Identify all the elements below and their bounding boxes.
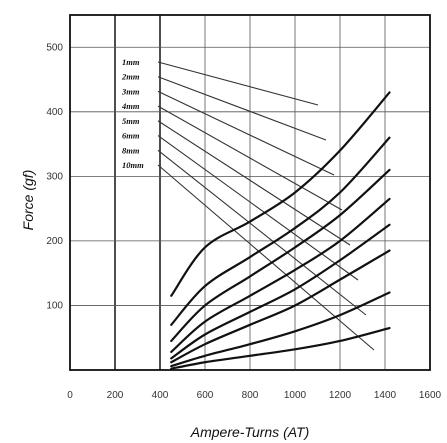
y-tick-label: 300 xyxy=(46,171,63,182)
y-axis-title: Force (gf) xyxy=(20,170,36,231)
y-tick-label: 200 xyxy=(46,236,63,247)
series-label-6mm: 6mm xyxy=(122,131,140,141)
leader-line-5mm xyxy=(157,120,351,246)
series-label-1mm: 1mm xyxy=(122,57,140,67)
x-tick-label: 800 xyxy=(242,390,259,401)
leader-line-4mm xyxy=(157,105,343,211)
series-labels: 1mm 2mm 3mm 4mm 5mm 6mm 8mm 10mm xyxy=(121,57,144,170)
series-label-2mm: 2mm xyxy=(121,72,140,82)
leader-line-2mm xyxy=(157,76,327,141)
series-curve-3mm xyxy=(170,168,391,343)
x-tick-label: 600 xyxy=(197,390,214,401)
series-curve-5mm xyxy=(170,223,391,360)
series-label-8mm: 8mm xyxy=(122,145,140,155)
series-curve-4mm xyxy=(170,197,391,354)
label-leader-lines xyxy=(157,61,375,351)
x-tick-label: 400 xyxy=(152,390,169,401)
leader-line-6mm xyxy=(157,135,359,281)
x-tick-label: 1200 xyxy=(329,390,352,401)
x-tick-label: 200 xyxy=(107,390,124,401)
x-axis-title: Ampere-Turns (AT) xyxy=(190,424,310,440)
leader-line-1mm xyxy=(157,61,319,106)
series-curve-1mm xyxy=(170,91,391,297)
x-tick-label: 1600 xyxy=(419,390,442,401)
x-tick-labels: 0 200 400 600 800 1000 1200 1400 1600 xyxy=(67,390,441,401)
y-tick-label: 100 xyxy=(46,300,63,311)
x-tick-label: 1400 xyxy=(374,390,397,401)
series-curve-6mm xyxy=(170,249,391,364)
series-curve-2mm xyxy=(170,136,391,326)
series-curve-8mm xyxy=(170,291,391,368)
leader-line-3mm xyxy=(157,90,335,176)
plot-frame xyxy=(69,14,431,371)
series-label-10mm: 10mm xyxy=(122,160,144,170)
x-tick-label: 1000 xyxy=(284,390,307,401)
y-tick-labels: 100 200 300 400 500 xyxy=(46,42,63,311)
series-curves xyxy=(170,91,391,370)
series-curve-10mm xyxy=(170,326,391,370)
series-label-4mm: 4mm xyxy=(121,101,140,111)
x-tick-label: 0 xyxy=(67,390,73,401)
leader-line-10mm xyxy=(157,164,375,351)
leader-line-8mm xyxy=(157,149,367,316)
y-tick-label: 400 xyxy=(46,107,63,118)
series-label-5mm: 5mm xyxy=(122,116,140,126)
y-tick-label: 500 xyxy=(46,42,63,53)
series-label-3mm: 3mm xyxy=(121,86,140,96)
